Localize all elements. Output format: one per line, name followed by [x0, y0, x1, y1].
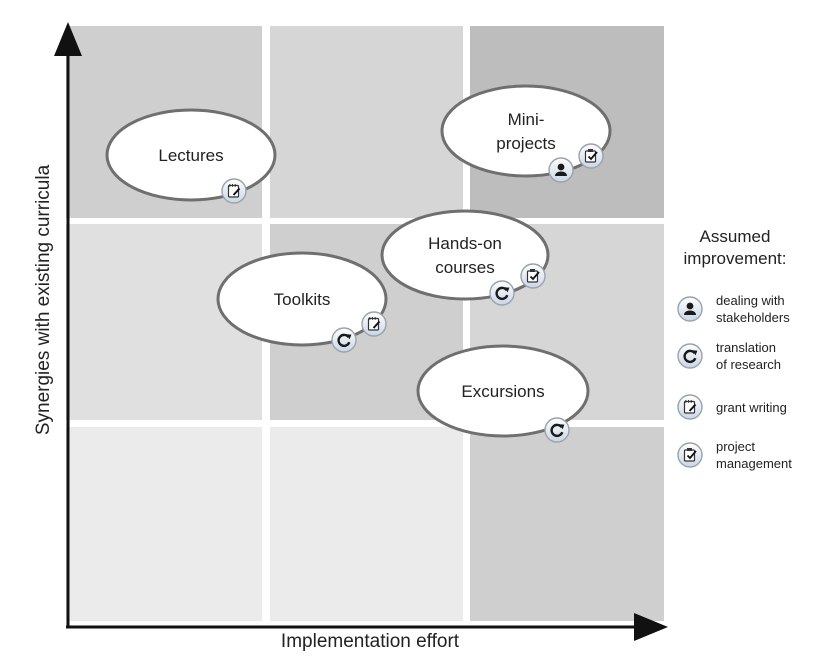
refresh-icon [489, 280, 515, 306]
legend-label: dealing with stakeholders [716, 292, 790, 326]
legend-item-translation: translation of research [676, 339, 781, 373]
x-axis-label: Implementation effort [280, 631, 460, 652]
legend-label-line: stakeholders [716, 310, 790, 325]
y-axis-label: Synergies with existing curricula [33, 164, 54, 436]
bubble-mini-projects: Mini-projects [440, 84, 612, 183]
legend-item-stakeholders: dealing with stakeholders [676, 292, 790, 326]
person-icon [677, 296, 703, 322]
x-axis-arrow-icon [634, 613, 668, 641]
bubble-label: Toolkits [274, 290, 331, 309]
refresh-icon [331, 327, 357, 353]
bubble-label: projects [496, 134, 556, 153]
legend-label: project management [716, 438, 792, 472]
clipboard-check-icon [520, 263, 546, 289]
notepad-pencil-icon [677, 394, 703, 420]
bubble-label: Excursions [461, 382, 544, 401]
bubble-shape [380, 209, 550, 301]
bubble-excursions: Excursions [416, 344, 590, 443]
bubble-shape [440, 84, 612, 178]
legend-label: translation of research [716, 339, 781, 373]
bubble-shape [216, 251, 388, 347]
legend-title: Assumed improvement: [684, 226, 787, 270]
activity-bubbles: Lectures Mini-projects Hands-on courses Tool… [105, 84, 612, 443]
refresh-icon [677, 343, 703, 369]
notepad-pencil-icon [361, 311, 387, 337]
legend-label-line: dealing with [716, 293, 785, 308]
legend-label: grant writing [716, 399, 787, 416]
y-axis-arrow-icon [54, 22, 82, 56]
legend-label-line: project [716, 439, 756, 454]
clipboard-check-icon [677, 442, 703, 468]
grid-cell [66, 427, 262, 621]
bubble-label: Lectures [158, 146, 223, 165]
grid-cell [270, 427, 463, 621]
bubble-label: courses [435, 258, 495, 277]
legend-label-line: of research [716, 357, 782, 372]
grid-cell [270, 26, 463, 218]
grid-cell [470, 427, 664, 621]
person-icon [548, 157, 574, 183]
legend-label-line: translation [716, 340, 776, 355]
legend-label-line: management [716, 456, 792, 471]
bubble-hands-on-courses: Hands-on courses [380, 209, 550, 306]
refresh-icon [544, 417, 570, 443]
notepad-pencil-icon [221, 178, 247, 204]
legend-item-project-management: project management [676, 438, 792, 472]
bubble-shape [105, 108, 277, 202]
legend-item-grant-writing: grant writing [676, 393, 787, 421]
legend-title-line: Assumed [699, 227, 771, 246]
bubble-label: Mini- [508, 110, 545, 129]
legend-title-line: improvement: [683, 249, 787, 268]
legend-label-line: grant writing [716, 399, 787, 415]
bubble-lectures: Lectures [105, 108, 277, 204]
clipboard-check-icon [578, 143, 604, 169]
bubble-shape [416, 344, 590, 438]
axes [54, 22, 668, 641]
bubble-label: Hands-on [428, 234, 502, 253]
bubble-toolkits: Toolkits [216, 251, 388, 353]
